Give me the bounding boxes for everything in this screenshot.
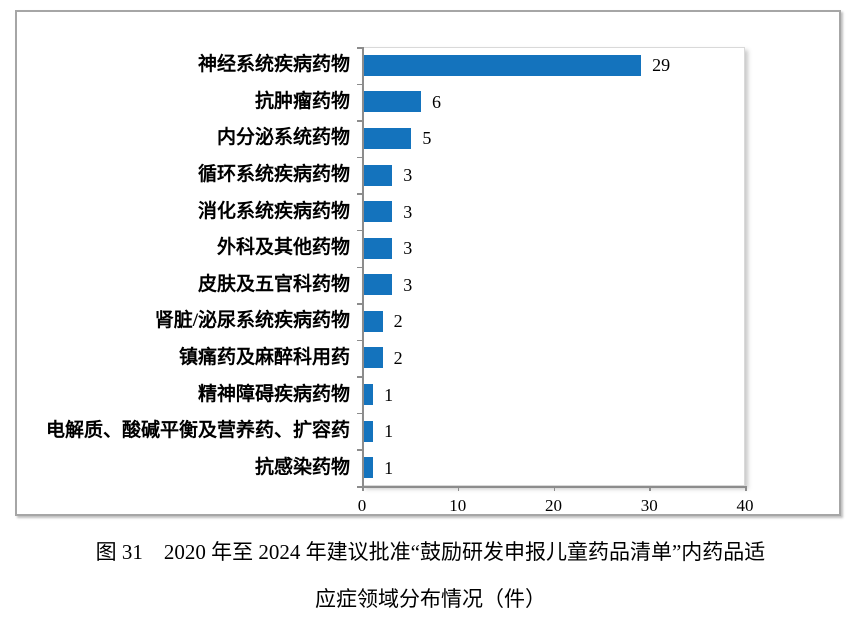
x-tick-label: 40	[736, 496, 754, 515]
bar	[363, 457, 374, 479]
value-label: 5	[422, 128, 432, 149]
caption-line-2: 应症领域分布情况（件）	[315, 587, 546, 611]
category-label: 精神障碍疾病药物	[197, 383, 350, 405]
category-label: 抗感染药物	[254, 456, 350, 478]
category-label: 抗肿瘤药物	[254, 90, 350, 112]
value-label: 2	[393, 347, 403, 368]
y-axis-line	[362, 47, 364, 486]
x-tick-mark	[649, 486, 651, 491]
y-tick-mark	[357, 120, 362, 122]
y-tick-mark	[357, 156, 362, 159]
figure-caption: 图 31 2020 年至 2024 年建议批准“鼓励研发申报儿童药品清单”内药品…	[0, 536, 861, 613]
category-label: 内分泌系统药物	[216, 127, 350, 149]
value-label: 1	[384, 384, 394, 405]
x-tick-label: 0	[357, 496, 367, 515]
y-tick-mark	[357, 376, 362, 378]
category-label: 镇痛药及麻醉科用药	[178, 346, 350, 368]
y-tick-mark	[357, 83, 362, 86]
value-label: 3	[403, 201, 413, 222]
value-label: 3	[403, 238, 413, 259]
y-tick-mark	[357, 229, 362, 232]
y-tick-mark	[357, 266, 362, 268]
bar	[363, 384, 374, 406]
x-tick-label: 20	[545, 496, 562, 515]
x-tick-label: 10	[449, 496, 467, 515]
category-label: 神经系统疾病药物	[197, 54, 350, 76]
y-tick-mark	[357, 193, 362, 195]
y-tick-mark	[357, 449, 362, 451]
bar	[363, 127, 412, 149]
x-tick-mark	[457, 486, 460, 491]
category-label: 外科及其他药物	[216, 237, 350, 259]
x-tick-mark	[362, 486, 364, 491]
y-tick-mark	[357, 412, 362, 415]
category-label: 电解质、酸碱平衡及营养药、扩容药	[45, 420, 350, 442]
y-tick-mark	[357, 303, 362, 305]
bar	[363, 54, 642, 76]
value-label: 1	[384, 421, 394, 442]
y-tick-mark	[357, 339, 362, 342]
y-tick-mark	[357, 47, 362, 49]
caption-line-1: 图 31 2020 年至 2024 年建议批准“鼓励研发申报儿童药品清单”内药品…	[95, 540, 766, 564]
bar	[363, 347, 383, 369]
chart-figure-frame: 神经系统疾病药物 29 抗肿瘤药物 6 内分泌系统药物 5 循环系统疾病药物 3 消化系统疾病药…	[15, 10, 841, 516]
bar	[363, 164, 393, 186]
category-label: 皮肤及五官科药物	[197, 273, 350, 295]
value-label: 2	[393, 311, 403, 332]
value-label: 1	[384, 457, 394, 478]
category-label: 循环系统疾病药物	[197, 164, 350, 186]
x-tick-mark	[553, 486, 555, 491]
bar	[363, 420, 374, 442]
category-label: 肾脏/泌尿系统疾病药物	[154, 310, 350, 332]
bar	[363, 274, 393, 296]
plot-area	[362, 47, 745, 486]
bar	[363, 201, 393, 223]
value-label: 29	[652, 55, 671, 76]
category-label: 消化系统疾病药物	[197, 200, 350, 222]
value-label: 6	[431, 91, 441, 112]
x-tick-mark	[745, 486, 747, 491]
bar	[363, 237, 393, 259]
y-tick-mark	[357, 486, 362, 488]
x-axis-line	[357, 486, 745, 488]
bar	[363, 310, 383, 332]
bar	[363, 91, 421, 113]
x-tick-label: 30	[640, 496, 658, 515]
value-label: 3	[403, 165, 413, 186]
value-label: 3	[403, 274, 413, 295]
